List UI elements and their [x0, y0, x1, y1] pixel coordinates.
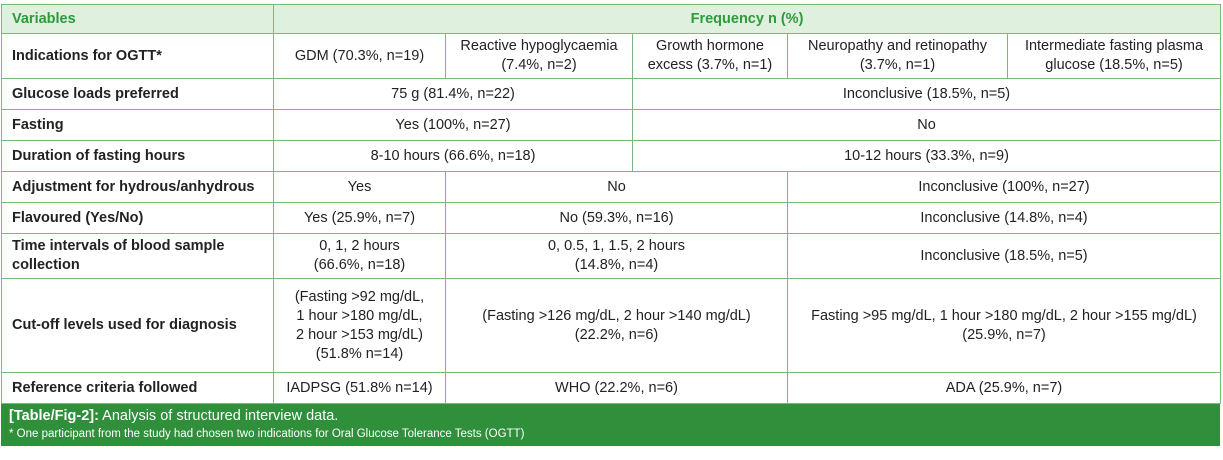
table-cell: No (59.3%, n=16): [445, 202, 788, 234]
table-row-flavoured: Flavoured (Yes/No) Yes (25.9%, n=7) No (…: [1, 202, 1222, 234]
header-frequency: Frequency n (%): [272, 4, 1222, 34]
cell-line: (Fasting >126 mg/dL, 2 hour >140 mg/dL): [482, 307, 751, 324]
table-row-duration: Duration of fasting hours 8-10 hours (66…: [1, 140, 1222, 172]
table-cell: No: [445, 171, 788, 203]
row-label: Time intervals of blood sample collectio…: [1, 233, 274, 279]
table-row-time-intervals: Time intervals of blood sample collectio…: [1, 233, 1222, 279]
table-caption: [Table/Fig-2]: Analysis of structured in…: [1, 404, 1220, 446]
row-label: Indications for OGTT*: [1, 33, 274, 79]
table-cell: Yes: [273, 171, 446, 203]
row-label: Adjustment for hydrous/anhydrous: [1, 171, 274, 203]
table-row-glucose-loads: Glucose loads preferred 75 g (81.4%, n=2…: [1, 78, 1222, 110]
cell-line: (14.8%, n=4): [574, 257, 659, 273]
cell-line: (25.9%, n=7): [962, 326, 1046, 343]
table-cell: GDM (70.3%, n=19): [273, 33, 446, 79]
cell-line: Fasting >95 mg/dL, 1 hour >180 mg/dL, 2 …: [811, 307, 1197, 324]
table-cell: 10-12 hours (33.3%, n=9): [631, 140, 1222, 172]
caption-footnote: * One participant from the study had cho…: [9, 428, 525, 440]
table-cell: Reactive hypoglycaemia (7.4%, n=2): [445, 33, 633, 79]
cell-line: 2 hour >153 mg/dL): [296, 326, 423, 343]
cell-line: 1 hour >180 mg/dL,: [296, 307, 423, 324]
cell-line: (Fasting >92 mg/dL,: [294, 288, 425, 305]
cell-line: (22.2%, n=6): [574, 326, 659, 343]
table-cell: (Fasting >92 mg/dL, 1 hour >180 mg/dL, 2…: [273, 278, 446, 373]
table-row-cutoff: Cut-off levels used for diagnosis (Fasti…: [1, 278, 1222, 373]
row-label: Flavoured (Yes/No): [1, 202, 274, 234]
table-row-indications: Indications for OGTT* GDM (70.3%, n=19) …: [1, 33, 1222, 79]
header-variables: Variables: [1, 4, 274, 34]
table-cell: Intermediate fasting plasma glucose (18.…: [1006, 33, 1222, 79]
caption-text: Analysis of structured interview data.: [98, 408, 339, 424]
table-cell: Yes (25.9%, n=7): [273, 202, 446, 234]
cell-line: (51.8% n=14): [315, 345, 404, 362]
table-row-reference: Reference criteria followed IADPSG (51.8…: [1, 372, 1222, 404]
row-label: Cut-off levels used for diagnosis: [1, 278, 274, 373]
table-cell: 75 g (81.4%, n=22): [273, 78, 633, 110]
table-cell: Inconclusive (18.5%, n=5): [631, 78, 1222, 110]
row-label: Duration of fasting hours: [1, 140, 274, 172]
table-header-row: Variables Frequency n (%): [1, 4, 1222, 34]
table-cell: ADA (25.9%, n=7): [786, 372, 1222, 404]
cell-line: 0, 1, 2 hours: [319, 238, 400, 254]
cell-line: 0, 0.5, 1, 1.5, 2 hours: [547, 238, 686, 254]
row-label: Glucose loads preferred: [1, 78, 274, 110]
table-container: Variables Frequency n (%) Indications fo…: [1, 4, 1222, 446]
row-label-line: collection: [12, 257, 80, 273]
table-cell: 8-10 hours (66.6%, n=18): [273, 140, 633, 172]
row-label: Reference criteria followed: [1, 372, 274, 404]
table-cell: 0, 1, 2 hours (66.6%, n=18): [273, 233, 446, 279]
table-cell: Growth hormone excess (3.7%, n=1): [632, 33, 788, 79]
row-label-line: Time intervals of blood sample: [12, 238, 225, 254]
table-cell: 0, 0.5, 1, 1.5, 2 hours (14.8%, n=4): [445, 233, 788, 279]
caption-title: [Table/Fig-2]: Analysis of structured in…: [9, 407, 1212, 426]
table-cell: WHO (22.2%, n=6): [445, 372, 788, 404]
table-cell: Neuropathy and retinopathy (3.7%, n=1): [787, 33, 1008, 79]
table-cell: Inconclusive (18.5%, n=5): [786, 233, 1222, 279]
row-label: Fasting: [1, 109, 274, 141]
table-row-adjustment: Adjustment for hydrous/anhydrous Yes No …: [1, 171, 1222, 203]
table-cell: No: [631, 109, 1222, 141]
table-cell: (Fasting >126 mg/dL, 2 hour >140 mg/dL) …: [445, 278, 788, 373]
interview-data-table: Variables Frequency n (%) Indications fo…: [1, 4, 1222, 404]
table-row-fasting: Fasting Yes (100%, n=27) No: [1, 109, 1222, 141]
cell-line: (66.6%, n=18): [313, 257, 406, 273]
table-cell: Inconclusive (14.8%, n=4): [786, 202, 1222, 234]
caption-tag: [Table/Fig-2]:: [9, 408, 99, 424]
table-cell: IADPSG (51.8% n=14): [273, 372, 446, 404]
table-cell: Inconclusive (100%, n=27): [786, 171, 1222, 203]
table-cell: Fasting >95 mg/dL, 1 hour >180 mg/dL, 2 …: [786, 278, 1222, 373]
table-cell: Yes (100%, n=27): [273, 109, 633, 141]
